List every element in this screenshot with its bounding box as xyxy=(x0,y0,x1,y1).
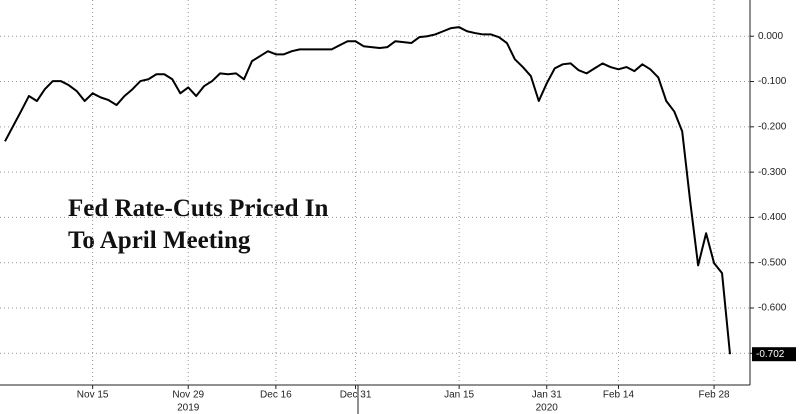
y-tick-label: -0.200 xyxy=(758,121,787,132)
value-label: -0.702 xyxy=(756,349,785,360)
x-tick-label: Dec 16 xyxy=(260,390,292,401)
x-tick-label: Jan 31 xyxy=(532,390,562,401)
y-tick-label: -0.400 xyxy=(758,212,787,223)
x-tick-label: Nov 15 xyxy=(77,390,109,401)
line xyxy=(4,26,731,355)
y-tick-label: -0.500 xyxy=(758,257,787,268)
y-tick-label: 0.000 xyxy=(758,31,783,42)
annotation: Fed Rate-Cuts Priced In xyxy=(68,195,328,222)
value-label-box xyxy=(752,347,796,362)
x-tick-label: Feb 28 xyxy=(698,390,730,401)
y-tick-label: -0.600 xyxy=(758,303,787,314)
annotation: To April Meeting xyxy=(68,227,251,254)
x-tick-label: Nov 29 xyxy=(172,390,204,401)
y-tick-label: -0.100 xyxy=(758,76,787,87)
x-tick-label: Jan 15 xyxy=(444,390,474,401)
y-tick-label: -0.300 xyxy=(758,167,787,178)
x-tick-label: Dec 31 xyxy=(340,390,372,401)
year-label: 2019 xyxy=(177,403,200,414)
year-label: 2020 xyxy=(536,403,559,414)
x-tick-label: Feb 14 xyxy=(603,390,635,401)
